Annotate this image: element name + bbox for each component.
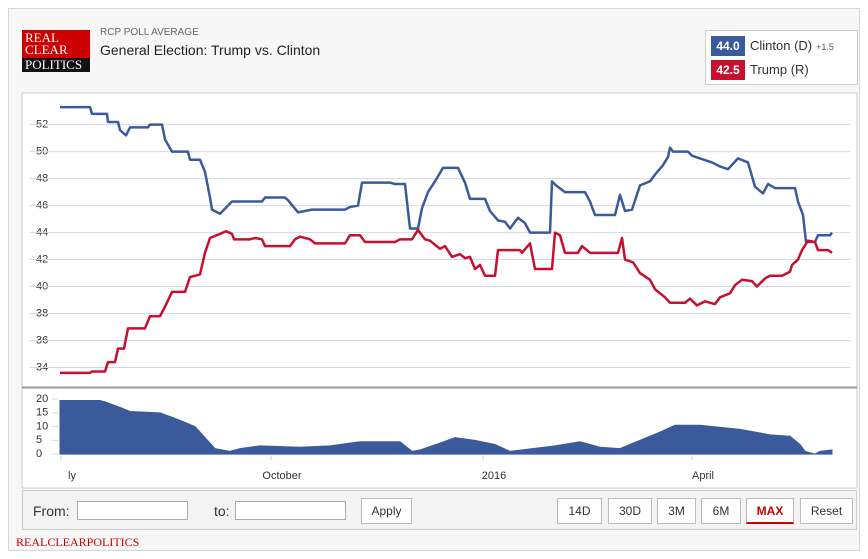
legend: 44.0 Clinton (D) +1.5 42.5 Trump (R) [705,30,858,85]
apply-button[interactable]: Apply [361,498,412,524]
x-tick-label: 2016 [482,470,506,482]
legend-value: 42.5 [711,60,745,80]
legend-label: Clinton (D) [750,38,813,53]
kicker: RCP POLL AVERAGE [100,27,199,38]
range-button[interactable]: Reset [800,498,853,524]
y-tick-label: 15 [36,407,48,419]
legend-label: Trump (R) [750,62,809,77]
from-input[interactable] [77,501,188,520]
logo-bottom: POLITICS [22,58,90,72]
chart-title: General Election: Trump vs. Clinton [100,42,321,58]
x-tick-label: October [262,470,301,482]
range-button[interactable]: 30D [608,498,652,524]
logo-text: POLITICS [25,57,83,72]
range-button[interactable]: 14D [557,498,602,524]
line [60,228,833,375]
line [60,105,834,244]
x-tick-label: ly [68,470,76,482]
to-input[interactable] [235,501,346,520]
range-button[interactable]: 3M [657,498,696,524]
legend-value: 44.0 [711,36,745,56]
legend-lead: +1.5 [816,42,834,52]
y-tick-label: 20 [36,393,48,405]
footer: REALCLEARPOLITICS [16,535,140,549]
legend-item: 42.5 Trump (R) [711,60,809,80]
logo: REAL CLEAR POLITICS [22,30,90,72]
y-tick-label: 10 [36,420,48,432]
y-tick-label: 5 [36,434,42,446]
from-label: From: [33,503,70,519]
y-tick-label: 0 [36,448,42,460]
controls: From: to: Apply 14D 30D 3M 6M MAX Reset [22,490,857,530]
logo-text: REAL [25,30,59,45]
area [59,399,833,455]
logo-top: REAL CLEAR [22,30,90,58]
x-tick-label: April [692,470,714,482]
range-button[interactable]: MAX [746,498,794,524]
logo-text: CLEAR [25,42,68,57]
legend-item: 44.0 Clinton (D) +1.5 [711,36,834,56]
to-label: to: [214,503,230,519]
range-button[interactable]: 6M [701,498,741,524]
